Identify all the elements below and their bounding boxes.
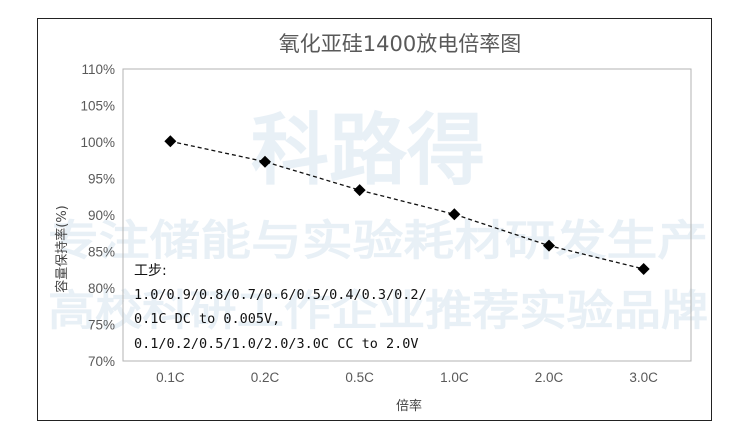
x-tick-label: 3.0C (629, 370, 658, 385)
watermark-logo: 科路得 (251, 106, 485, 196)
y-axis-label: 容量保持率(%) (54, 205, 70, 293)
y-tick-label: 105% (80, 99, 115, 114)
y-tick-label: 100% (80, 135, 115, 150)
y-tick-label: 90% (88, 208, 115, 223)
y-tick-label: 80% (88, 281, 115, 296)
annotation-line-3: 0.1/0.2/0.5/1.0/2.0/3.0C CC to 2.0V (134, 336, 418, 352)
series-group (164, 135, 650, 276)
x-tick-label: 2.0C (535, 370, 564, 385)
y-tick-label: 95% (88, 172, 115, 187)
annotation-heading: 工步: (134, 263, 167, 279)
x-axis-ticks: 0.1C 0.2C 0.5C 1.0C 2.0C 3.0C (156, 370, 658, 385)
annotation-line-2: 0.1C DC to 0.005V, (134, 311, 280, 327)
x-tick-label: 0.1C (156, 370, 185, 385)
data-point-marker (353, 184, 366, 197)
x-tick-label: 1.0C (440, 370, 469, 385)
y-tick-label: 75% (88, 318, 115, 333)
x-axis-label: 倍率 (396, 398, 422, 414)
x-tick-label: 0.5C (345, 370, 374, 385)
data-point-marker (543, 239, 555, 252)
plot-area (122, 68, 692, 362)
chart-svg: 科路得 专注储能与实验耗材研发生产 高校科研工作企业推荐实验品牌 氧化亚硅140… (48, 32, 708, 414)
watermark-line-1: 专注储能与实验耗材研发生产 (48, 216, 708, 265)
watermark: 科路得 专注储能与实验耗材研发生产 高校科研工作企业推荐实验品牌 (48, 106, 708, 335)
data-point-marker (448, 208, 461, 221)
x-tick-label: 0.2C (251, 370, 280, 385)
y-tick-label: 85% (88, 245, 115, 260)
annotation: 工步: 1.0/0.9/0.8/0.7/0.6/0.5/0.4/0.3/0.2/… (134, 263, 427, 352)
y-tick-label: 110% (81, 62, 115, 77)
y-axis-ticks: 70% 75% 80% 85% 90% 95% 100% 105% 110% (80, 62, 115, 369)
annotation-line-1: 1.0/0.9/0.8/0.7/0.6/0.5/0.4/0.3/0.2/ (134, 287, 427, 303)
y-tick-label: 70% (88, 354, 115, 369)
series-line (170, 140, 644, 270)
chart-frame: 科路得 专注储能与实验耗材研发生产 高校科研工作企业推荐实验品牌 氧化亚硅140… (37, 18, 712, 421)
data-point-marker (637, 263, 650, 276)
data-point-marker (259, 155, 271, 168)
data-point-marker (164, 135, 177, 148)
chart-title: 氧化亚硅1400放电倍率图 (279, 32, 521, 56)
watermark-line-2: 高校科研工作企业推荐实验品牌 (48, 286, 708, 335)
